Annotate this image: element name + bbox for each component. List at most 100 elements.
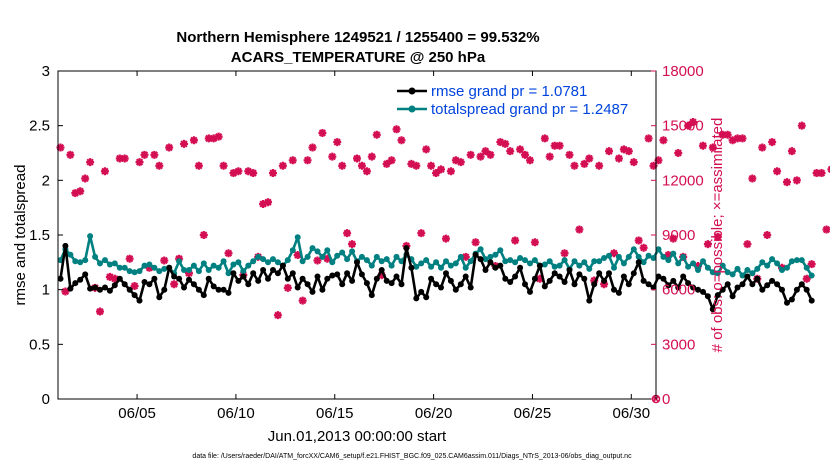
obs-assimilated-marker xyxy=(506,147,515,156)
rmse-point xyxy=(195,286,202,293)
x-tick-label: 06/30 xyxy=(613,405,651,422)
rmse-point xyxy=(373,275,380,282)
obs-assimilated-marker xyxy=(135,158,144,167)
rmse-point xyxy=(586,297,593,304)
totalspread-point xyxy=(274,259,281,266)
totalspread-point xyxy=(774,260,781,267)
rmse-point xyxy=(289,270,296,277)
data-file-footnote: data file: /Users/raeder/DAI/ATM_forcXX/… xyxy=(192,453,632,460)
rmse-point xyxy=(788,296,795,303)
obs-assimilated-marker xyxy=(96,307,105,316)
totalspread-point xyxy=(309,245,316,252)
obs-assimilated-marker xyxy=(530,238,539,247)
rmse-point xyxy=(551,270,558,277)
totalspread-point xyxy=(121,264,128,271)
totalspread-point xyxy=(571,258,578,265)
totalspread-point xyxy=(97,260,103,267)
rmse-point xyxy=(358,271,365,278)
totalspread-point xyxy=(87,233,94,240)
rmse-point xyxy=(690,284,697,291)
chart-titles: Northern Hemisphere 1249521 / 1255400 = … xyxy=(176,29,539,66)
totalspread-point xyxy=(611,264,617,271)
rmse-point xyxy=(270,267,276,273)
obs-assimilated-marker xyxy=(763,231,772,239)
rmse-point xyxy=(729,293,736,300)
totalspread-point xyxy=(438,264,444,271)
obs-assimilated-marker xyxy=(61,287,70,296)
obs-assimilated-marker xyxy=(461,252,470,261)
rmse-point xyxy=(571,281,578,288)
totalspread-point xyxy=(102,257,108,264)
y-right-tick-label: 18000 xyxy=(662,63,704,80)
obs-assimilated-marker xyxy=(140,150,149,159)
obs-assimilated-marker xyxy=(130,282,139,291)
obs-assimilated-marker xyxy=(792,176,801,185)
obs-assimilated-marker xyxy=(782,178,791,187)
rmse-point xyxy=(507,279,514,285)
rmse-point xyxy=(304,281,311,288)
obs-assimilated-marker xyxy=(214,132,223,141)
obs-assimilated-marker xyxy=(184,269,193,278)
totalspread-point xyxy=(220,258,227,265)
totalspread-point xyxy=(477,246,484,253)
obs-assimilated-marker xyxy=(684,121,693,130)
rmse-point xyxy=(675,284,682,291)
totalspread-point xyxy=(235,259,242,266)
totalspread-point xyxy=(161,265,168,272)
totalspread-point xyxy=(492,251,499,258)
obs-assimilated-marker xyxy=(110,274,119,283)
rmse-point xyxy=(695,286,701,293)
obs-assimilated-marker xyxy=(659,136,668,145)
totalspread-point xyxy=(764,262,771,269)
totalspread-point xyxy=(255,253,262,260)
obs-assimilated-marker xyxy=(644,134,653,143)
obs-assimilated-marker xyxy=(812,169,821,178)
legend-marker-rmse xyxy=(408,87,416,95)
rmse-point xyxy=(798,281,805,288)
totalspread-point xyxy=(759,259,766,266)
obs-assimilated-marker xyxy=(501,139,510,148)
obs-assimilated-marker xyxy=(377,271,386,280)
totalspread-point xyxy=(116,264,123,271)
totalspread-point xyxy=(314,248,321,255)
totalspread-point xyxy=(413,263,420,270)
obs-assimilated-marker xyxy=(481,147,490,156)
obs-assimilated-marker xyxy=(264,198,273,207)
totalspread-point xyxy=(190,262,197,269)
obs-assimilated-marker xyxy=(451,156,460,165)
obs-assimilated-marker xyxy=(362,167,371,176)
totalspread-point xyxy=(784,264,790,271)
obs-assimilated-marker xyxy=(170,280,179,289)
totalspread-point xyxy=(734,265,741,272)
obs-assimilated-marker xyxy=(298,296,307,305)
rmse-point xyxy=(240,273,247,280)
obs-assimilated-marker xyxy=(773,167,782,176)
obs-assimilated-marker xyxy=(654,156,663,165)
obs-assimilated-marker xyxy=(273,311,282,320)
rmse-point xyxy=(186,276,192,283)
rmse-point xyxy=(433,281,440,288)
totalspread-point xyxy=(675,260,682,267)
obs-assimilated-marker xyxy=(288,156,297,165)
obs-assimilated-marker xyxy=(718,130,727,139)
y-right-tick-label: 3000 xyxy=(662,336,695,353)
obs-assimilated-marker xyxy=(313,256,322,265)
rmse-point xyxy=(443,270,449,277)
rmse-point xyxy=(759,286,766,293)
totalspread-point xyxy=(294,234,301,241)
totalspread-point xyxy=(724,269,731,276)
obs-assimilated-marker xyxy=(234,167,243,176)
rmse-point xyxy=(714,292,721,299)
totalspread-point xyxy=(92,253,99,260)
rmse-point xyxy=(635,259,642,266)
x-tick-label: 06/15 xyxy=(316,405,354,422)
obs-assimilated-marker xyxy=(585,154,594,163)
rmse-point xyxy=(77,276,84,283)
totalspread-point xyxy=(601,255,608,261)
x-tick-label: 06/20 xyxy=(415,405,453,422)
rmse-point xyxy=(102,284,108,291)
y-left-tick-label: 1 xyxy=(42,282,50,299)
rmse-point xyxy=(260,267,267,273)
obs-assimilated-marker xyxy=(348,240,357,249)
totalspread-point xyxy=(388,262,395,269)
